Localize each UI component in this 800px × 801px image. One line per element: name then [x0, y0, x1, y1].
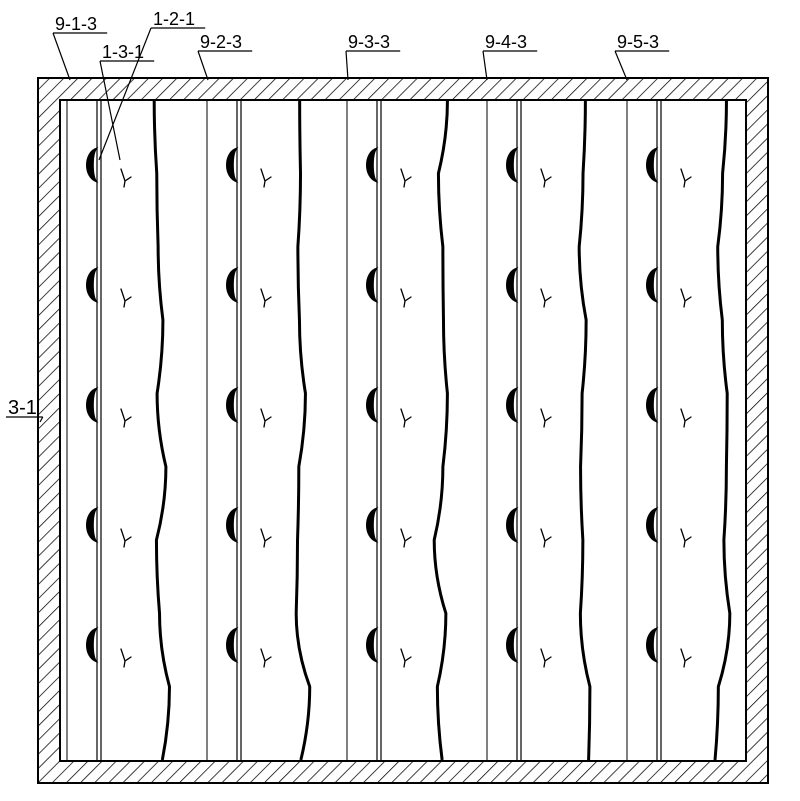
lug	[647, 388, 658, 422]
tick-mark	[541, 529, 551, 547]
tick-mark	[121, 289, 131, 307]
tick-mark	[681, 529, 691, 547]
lug	[227, 148, 238, 182]
tick-mark	[121, 169, 131, 187]
lug	[367, 268, 378, 302]
lug	[647, 268, 658, 302]
label-0: 9-1-3	[53, 14, 107, 80]
tick-mark	[541, 409, 551, 427]
tick-mark	[261, 649, 271, 667]
label-3: 9-2-3	[198, 32, 252, 80]
label-4: 9-3-3	[346, 32, 400, 80]
tick-mark	[681, 169, 691, 187]
column-4	[487, 100, 590, 760]
label-leader	[198, 51, 208, 80]
label-text: 3-1	[8, 397, 37, 419]
tick-mark	[681, 409, 691, 427]
label-5: 9-4-3	[483, 32, 537, 80]
tick-mark	[541, 169, 551, 187]
lug	[647, 628, 658, 662]
lug	[227, 268, 238, 302]
column-2	[207, 100, 310, 760]
lug	[227, 628, 238, 662]
label-leader	[346, 51, 348, 80]
lug	[367, 148, 378, 182]
label-leader	[483, 51, 487, 80]
tick-mark	[401, 289, 411, 307]
lug	[507, 148, 518, 182]
label-text: 9-5-3	[617, 32, 659, 52]
label-leader	[53, 33, 70, 80]
lug	[647, 148, 658, 182]
tick-mark	[261, 289, 271, 307]
tick-mark	[401, 649, 411, 667]
label-text: 1-2-1	[153, 9, 195, 29]
lug	[507, 388, 518, 422]
label-leader	[100, 61, 120, 160]
label-text: 9-3-3	[348, 32, 390, 52]
tick-mark	[121, 649, 131, 667]
label-text: 9-1-3	[55, 14, 97, 34]
column-1	[67, 100, 169, 760]
label-text: 9-4-3	[485, 32, 527, 52]
tick-mark	[681, 289, 691, 307]
diagram-svg: 9-1-31-3-1 1-2-19-2-3 9-3-3 9-4-3 9-5-3 3-1	[0, 0, 800, 801]
lug	[87, 508, 98, 542]
frame-outer	[38, 78, 768, 783]
lug	[647, 508, 658, 542]
label-text: 1-3-1	[102, 42, 144, 62]
lug	[367, 388, 378, 422]
lug	[87, 628, 98, 662]
lug	[367, 628, 378, 662]
tick-mark	[261, 169, 271, 187]
tick-mark	[541, 649, 551, 667]
lug	[367, 508, 378, 542]
column-5	[627, 100, 730, 760]
label-leader	[615, 51, 627, 80]
wavy-line	[434, 100, 447, 760]
technical-diagram: 9-1-31-3-1 1-2-19-2-3 9-3-3 9-4-3 9-5-3 3-1	[0, 0, 800, 801]
tick-mark	[121, 409, 131, 427]
tick-mark	[121, 529, 131, 547]
lug	[227, 388, 238, 422]
tick-mark	[401, 169, 411, 187]
wavy-line	[154, 100, 169, 760]
tick-mark	[401, 529, 411, 547]
lug	[87, 388, 98, 422]
lug	[87, 148, 98, 182]
lug	[507, 628, 518, 662]
frame-hatch	[38, 78, 768, 783]
wavy-line	[579, 100, 590, 760]
lug	[507, 508, 518, 542]
lug	[87, 268, 98, 302]
tick-mark	[681, 649, 691, 667]
label-6: 9-5-3	[615, 32, 669, 80]
label-text: 9-2-3	[200, 32, 242, 52]
lug	[227, 508, 238, 542]
tick-mark	[261, 409, 271, 427]
lug	[507, 268, 518, 302]
tick-mark	[261, 529, 271, 547]
tick-mark	[541, 289, 551, 307]
wavy-line	[296, 100, 310, 760]
tick-mark	[401, 409, 411, 427]
wavy-line	[715, 100, 730, 760]
column-3	[347, 100, 447, 760]
